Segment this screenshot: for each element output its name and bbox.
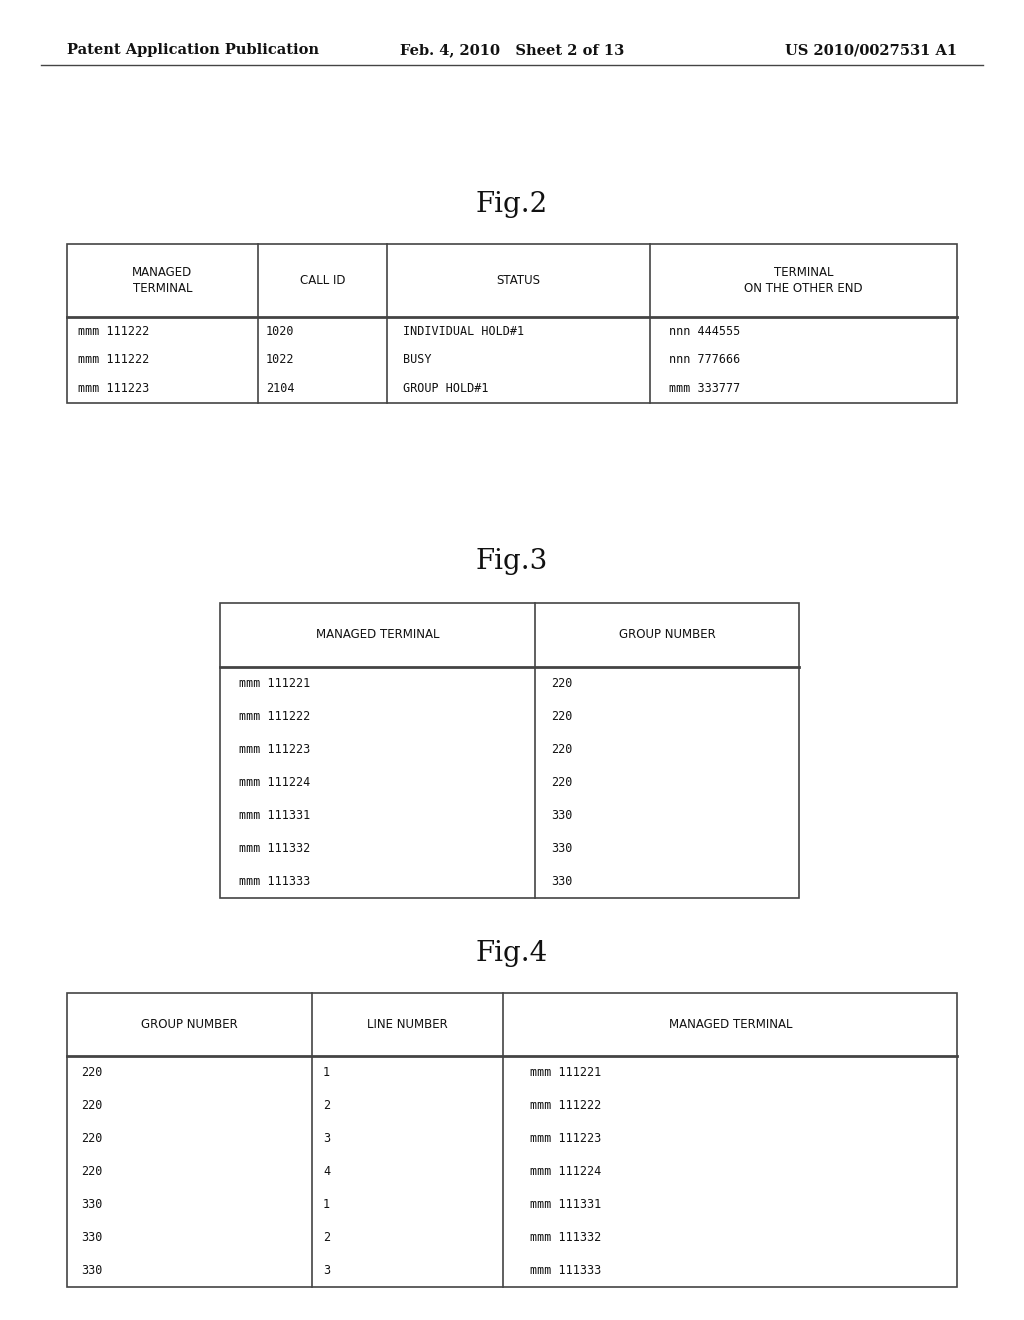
Text: 1020: 1020 <box>266 325 294 338</box>
Text: 220: 220 <box>551 677 572 689</box>
Text: mmm 111223: mmm 111223 <box>530 1133 602 1144</box>
Text: Patent Application Publication: Patent Application Publication <box>67 44 318 57</box>
Bar <box>220 603 799 898</box>
Text: 330: 330 <box>551 809 572 821</box>
Text: mmm 111332: mmm 111332 <box>530 1232 602 1243</box>
Text: 220: 220 <box>551 710 572 722</box>
Text: 4: 4 <box>323 1166 330 1177</box>
Text: mmm 111224: mmm 111224 <box>239 776 310 788</box>
Text: nnn 777666: nnn 777666 <box>669 354 739 366</box>
Text: Feb. 4, 2010   Sheet 2 of 13: Feb. 4, 2010 Sheet 2 of 13 <box>400 44 624 57</box>
Text: mmm 111222: mmm 111222 <box>239 710 310 722</box>
Text: MANAGED TERMINAL: MANAGED TERMINAL <box>669 1018 792 1031</box>
Text: mmm 111331: mmm 111331 <box>530 1199 602 1210</box>
Text: 220: 220 <box>81 1067 102 1078</box>
Text: Fig.4: Fig.4 <box>476 940 548 966</box>
Text: mmm 111223: mmm 111223 <box>239 743 310 755</box>
Text: 1022: 1022 <box>266 354 294 366</box>
Text: 2104: 2104 <box>266 381 294 395</box>
Text: INDIVIDUAL HOLD#1: INDIVIDUAL HOLD#1 <box>403 325 524 338</box>
Text: Fig.2: Fig.2 <box>476 191 548 218</box>
Text: mmm 111331: mmm 111331 <box>239 809 310 821</box>
Text: 330: 330 <box>81 1265 102 1276</box>
Text: 330: 330 <box>81 1232 102 1243</box>
Text: mmm 111222: mmm 111222 <box>78 325 150 338</box>
Text: 330: 330 <box>551 842 572 854</box>
Text: 3: 3 <box>323 1133 330 1144</box>
Text: mmm 111222: mmm 111222 <box>530 1100 602 1111</box>
Text: 220: 220 <box>81 1166 102 1177</box>
Text: MANAGED TERMINAL: MANAGED TERMINAL <box>316 628 439 642</box>
Text: mmm 111221: mmm 111221 <box>530 1067 602 1078</box>
Text: US 2010/0027531 A1: US 2010/0027531 A1 <box>785 44 957 57</box>
Text: BUSY: BUSY <box>403 354 431 366</box>
Text: TERMINAL
ON THE OTHER END: TERMINAL ON THE OTHER END <box>744 267 863 294</box>
Text: 220: 220 <box>551 743 572 755</box>
Text: 1: 1 <box>323 1067 330 1078</box>
Text: GROUP HOLD#1: GROUP HOLD#1 <box>403 381 488 395</box>
Bar <box>67 244 957 403</box>
Text: 220: 220 <box>551 776 572 788</box>
Text: mmm 111333: mmm 111333 <box>530 1265 602 1276</box>
Text: GROUP NUMBER: GROUP NUMBER <box>140 1018 238 1031</box>
Text: Fig.3: Fig.3 <box>476 548 548 574</box>
Text: 3: 3 <box>323 1265 330 1276</box>
Text: MANAGED
TERMINAL: MANAGED TERMINAL <box>132 267 193 294</box>
Text: LINE NUMBER: LINE NUMBER <box>367 1018 447 1031</box>
Text: STATUS: STATUS <box>497 275 541 286</box>
Text: nnn 444555: nnn 444555 <box>669 325 739 338</box>
Text: mmm 333777: mmm 333777 <box>669 381 739 395</box>
Text: 2: 2 <box>323 1100 330 1111</box>
Text: mmm 111221: mmm 111221 <box>239 677 310 689</box>
Text: mmm 111333: mmm 111333 <box>239 875 310 887</box>
Text: 330: 330 <box>551 875 572 887</box>
Text: 330: 330 <box>81 1199 102 1210</box>
Text: mmm 111224: mmm 111224 <box>530 1166 602 1177</box>
Text: mmm 111223: mmm 111223 <box>78 381 150 395</box>
Text: CALL ID: CALL ID <box>300 275 345 286</box>
Text: 1: 1 <box>323 1199 330 1210</box>
Text: mmm 111222: mmm 111222 <box>78 354 150 366</box>
Text: 220: 220 <box>81 1100 102 1111</box>
Text: GROUP NUMBER: GROUP NUMBER <box>618 628 716 642</box>
Text: mmm 111332: mmm 111332 <box>239 842 310 854</box>
Bar <box>67 993 957 1287</box>
Text: 220: 220 <box>81 1133 102 1144</box>
Text: 2: 2 <box>323 1232 330 1243</box>
